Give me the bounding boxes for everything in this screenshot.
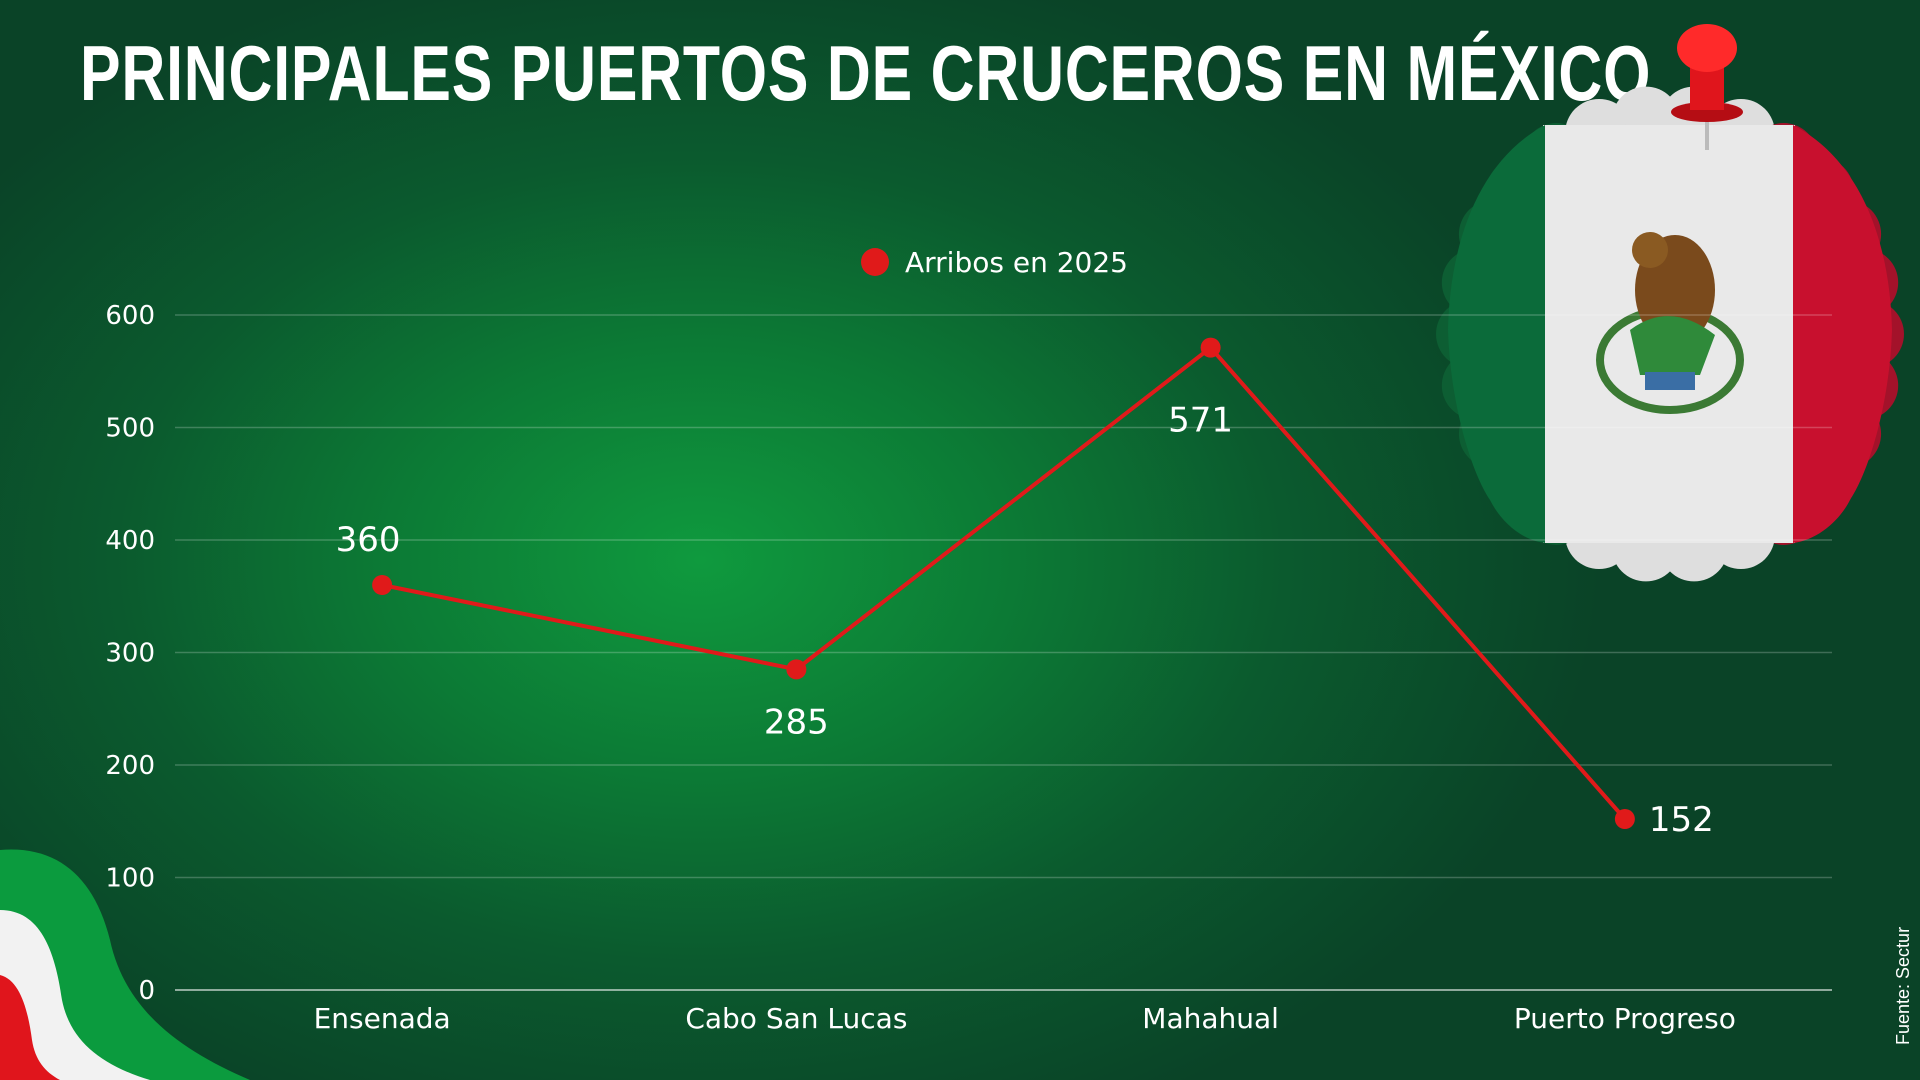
data-point	[786, 659, 807, 680]
data-point	[372, 575, 393, 595]
eagle-coat-of-arms-icon	[1596, 232, 1744, 414]
source-note: Fuente: Sectur	[1893, 926, 1913, 1045]
data-labels: 360 285 571 152	[336, 401, 1714, 840]
data-point	[1200, 337, 1221, 358]
mexican-flag-decoration	[1436, 24, 1904, 582]
x-category-label: Cabo San Lucas	[685, 1002, 907, 1035]
y-tick-label: 600	[105, 301, 155, 331]
legend: Arribos en 2025	[861, 246, 1128, 279]
x-category-label: Puerto Progreso	[1514, 1002, 1736, 1035]
data-label: 360	[336, 520, 401, 560]
flag-green-band	[1448, 125, 1545, 543]
x-category-label: Ensenada	[314, 1002, 451, 1035]
flag-wave-decoration	[0, 849, 250, 1080]
data-label: 152	[1649, 800, 1714, 840]
flag-red-band	[1793, 125, 1892, 543]
y-tick-label: 500	[105, 414, 155, 444]
data-label: 285	[764, 702, 829, 742]
data-label: 571	[1168, 401, 1233, 441]
data-point	[1614, 809, 1635, 829]
y-tick-label: 100	[105, 864, 155, 894]
y-tick-label: 300	[105, 639, 155, 669]
series-line-arribos	[381, 344, 1627, 821]
y-tick-label: 400	[105, 526, 155, 556]
legend-label: Arribos en 2025	[905, 246, 1128, 279]
x-category-label: Mahahual	[1142, 1002, 1279, 1035]
push-pin-icon	[1671, 24, 1743, 150]
page-title: PRINCIPALES PUERTOS DE CRUCEROS EN MÉXIC…	[80, 29, 1652, 117]
x-axis-categories: Ensenada Cabo San Lucas Mahahual Puerto Pro…	[314, 1002, 1736, 1035]
grid-lines	[175, 314, 1832, 991]
data-points	[372, 337, 1635, 829]
legend-marker	[861, 248, 889, 276]
y-tick-label: 0	[138, 976, 155, 1006]
y-tick-label: 200	[105, 751, 155, 781]
y-axis-ticks: 0 100 200 300 400 500 600	[105, 301, 155, 1006]
